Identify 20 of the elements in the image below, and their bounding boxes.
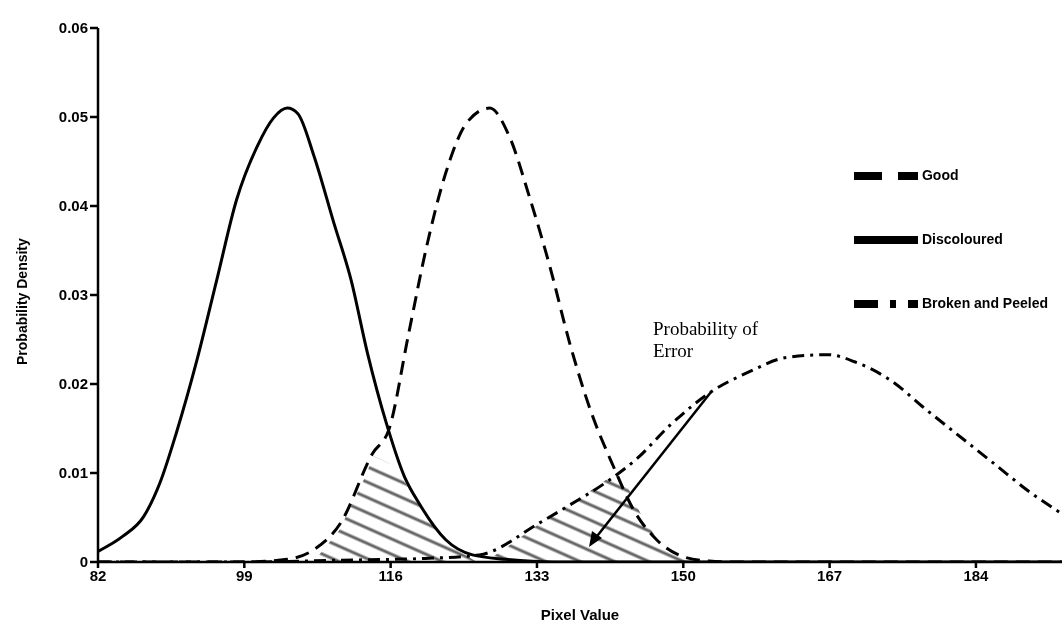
legend-label: Good [921, 166, 959, 183]
y-tick-label: 0.04 [58, 197, 89, 215]
x-tick-label: 116 [378, 566, 403, 584]
y-tick-label: 0.02 [58, 375, 88, 393]
y-tick-label: 0.06 [58, 19, 88, 37]
y-axis-title: Probability Density [13, 237, 30, 365]
x-axis-title: Pixel Value [540, 606, 620, 623]
annotation: Probability of Error [653, 318, 760, 362]
y-tick-label: 0.03 [58, 286, 88, 304]
x-tick-label: 133 [524, 566, 550, 584]
x-tick-label: 150 [670, 566, 696, 584]
x-tick-label: 99 [235, 566, 253, 584]
x-tick-label: 82 [89, 566, 107, 584]
y-tick-label: 0.01 [58, 464, 88, 482]
x-tick-label: 184 [963, 566, 990, 584]
legend-label: Broken and Peeled [921, 294, 1048, 311]
x-tick-label: 167 [817, 566, 843, 584]
legend-label: Discoloured [921, 230, 1003, 247]
y-tick-label: 0.05 [58, 108, 88, 126]
y-tick-label: 0 [79, 553, 88, 571]
